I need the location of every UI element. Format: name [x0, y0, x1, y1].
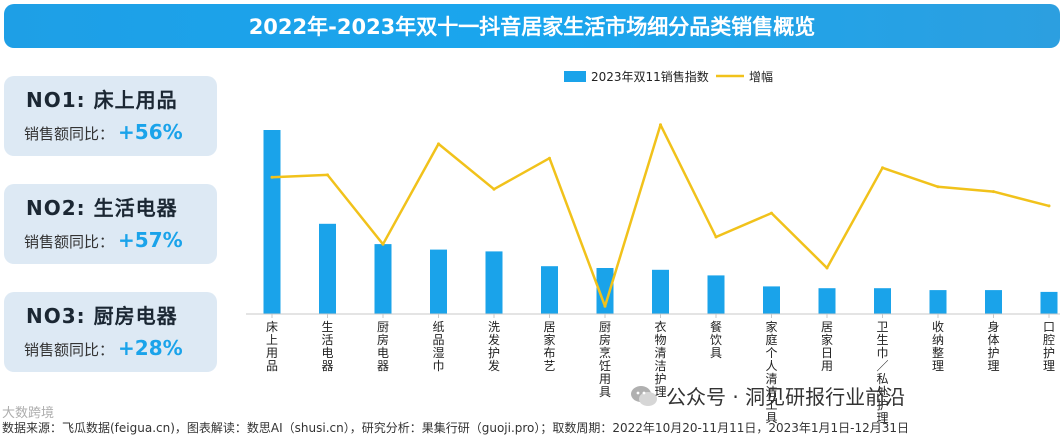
metric-value: +28%: [118, 336, 183, 360]
bar-居家日用: [818, 288, 836, 314]
point-厨房电器: [381, 242, 385, 246]
metric-label: 销售额同比：: [24, 341, 115, 359]
rank-label: NO1: 床上用品: [26, 88, 178, 112]
legend-bar-label: 2023年双11销售指数: [591, 69, 709, 84]
bar-收纳整理: [929, 290, 947, 314]
x-label-卫生巾私处护理: 卫生巾／私处护理: [876, 320, 888, 425]
point-居家日用: [825, 266, 829, 270]
bar-生活电器: [319, 223, 336, 314]
rank-label: NO3: 厨房电器: [26, 304, 178, 328]
x-label-身体护理: 身体护理: [987, 319, 999, 373]
bar-series: [263, 130, 1058, 314]
x-label-家庭个人清洁工具: 家庭个人清洁工具: [765, 319, 777, 425]
bar-口腔护理: [1040, 291, 1058, 314]
bar-卫生巾私处护理: [874, 288, 891, 314]
wechat-label: 公众号 · 洞见研报行业前沿: [666, 385, 906, 409]
growth-points: [270, 123, 1051, 308]
bar-居家布艺: [541, 266, 558, 314]
legend-line-label: 增幅: [749, 69, 773, 84]
x-label-厨房烹饪用具: 厨房烹饪用具: [599, 320, 611, 399]
bar-洗发护发: [485, 251, 503, 314]
bar-厨房电器: [374, 244, 392, 314]
x-axis-labels: 床上用品 生活电器 厨房电器 纸品湿巾 洗发护发 居家布艺 厨房烹饪用具 衣物清洁护理 餐饮具 家…: [266, 319, 1055, 425]
x-label-床上用品: 床上用品: [266, 320, 278, 373]
metric-label: 销售额同比：: [24, 125, 115, 143]
point-餐饮具: [714, 235, 718, 239]
x-label-口腔护理: 口腔护理: [1043, 320, 1055, 373]
x-label-餐饮具: 餐饮具: [710, 319, 722, 360]
chart-legend: 2023年双11销售指数 增幅: [564, 69, 773, 84]
rank-card-3: NO3: 厨房电器 销售额同比： +28%: [4, 292, 217, 372]
bar-餐饮具: [707, 275, 725, 314]
x-label-纸品湿巾: 纸品湿巾: [432, 320, 444, 373]
bar-家庭个人清洁工具: [763, 286, 780, 314]
x-label-厨房电器: 厨房电器: [377, 320, 389, 373]
data-source-note: 数据来源：飞瓜数据(feigua.cn)，图表解读：数思AI（shusi.cn）…: [2, 421, 910, 435]
point-床上用品: [270, 175, 274, 179]
point-口腔护理: [1047, 204, 1051, 208]
point-卫生巾私处护理: [881, 166, 884, 170]
x-label-洗发护发: 洗发护发: [488, 320, 500, 373]
point-收纳整理: [936, 185, 940, 189]
chart-title: 2022年-2023年双十一抖音居家生活市场细分品类销售概览: [4, 4, 1060, 48]
bar-厨房烹饪用具: [596, 268, 614, 314]
footer-logo: 大数跨境: [2, 406, 55, 421]
metric-value: +56%: [118, 120, 183, 144]
x-label-居家布艺: 居家布艺: [543, 320, 555, 373]
legend-bar-swatch: [564, 71, 586, 82]
point-生活电器: [326, 173, 329, 177]
point-身体护理: [992, 190, 995, 194]
metric-row: 销售额同比： +28%: [24, 336, 183, 360]
x-axis-ticks: [271, 314, 1050, 318]
wechat-watermark: 公众号 · 洞见研报行业前沿: [630, 381, 905, 410]
point-家庭个人清洁工具: [770, 211, 773, 215]
point-洗发护发: [492, 187, 496, 191]
point-纸品湿巾: [437, 142, 440, 146]
rank-card-2: NO2: 生活电器 销售额同比： +57%: [4, 184, 217, 264]
x-label-居家日用: 居家日用: [821, 320, 833, 373]
wechat-icon: [630, 384, 658, 408]
metric-row: 销售额同比： +56%: [24, 120, 183, 144]
x-label-衣物清洁护理: 衣物清洁护理: [654, 319, 666, 399]
bar-纸品湿巾: [430, 249, 447, 314]
bar-衣物清洁护理: [652, 269, 669, 314]
point-衣物清洁护理: [659, 123, 662, 127]
bar-身体护理: [985, 290, 1002, 314]
metric-value: +57%: [118, 228, 183, 252]
x-label-生活电器: 生活电器: [321, 320, 333, 373]
rank-card-1: NO1: 床上用品 销售额同比： +56%: [4, 76, 217, 156]
bar-床上用品: [263, 130, 281, 314]
x-label-收纳整理: 收纳整理: [932, 320, 944, 373]
metric-row: 销售额同比： +57%: [24, 228, 183, 252]
point-厨房烹饪用具: [603, 304, 607, 308]
metric-label: 销售额同比：: [24, 233, 115, 251]
rank-label: NO2: 生活电器: [26, 196, 178, 220]
point-居家布艺: [548, 156, 551, 160]
